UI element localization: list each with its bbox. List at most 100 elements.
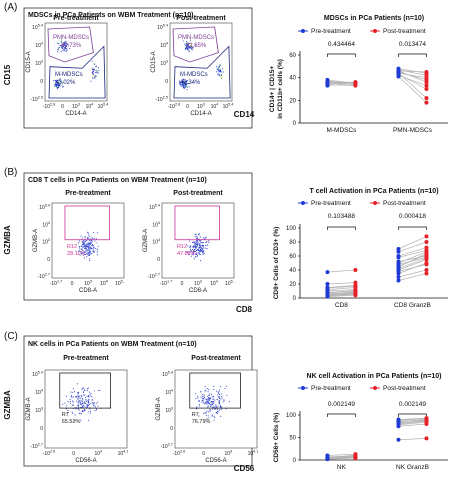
flow-event-dot — [63, 44, 65, 46]
flow-event-dot — [86, 253, 88, 255]
flow-event-dot — [90, 242, 92, 244]
flow-event-dot — [181, 83, 183, 85]
flow-event-dot — [80, 406, 82, 408]
flow-event-dot — [55, 79, 57, 81]
flow-event-dot — [97, 67, 100, 69]
flow-event-dot — [91, 237, 93, 239]
flow-event-dot — [219, 65, 221, 67]
flow-event-dot — [218, 409, 221, 411]
flow-event-dot — [83, 253, 85, 256]
flow-event-dot — [206, 240, 208, 242]
flow-event-dot — [94, 69, 96, 72]
flow-event-dot — [195, 397, 197, 399]
chart-title: MDSCs in PCa Patients (n=10) — [324, 15, 424, 22]
y-axis-label: CD8+ Cells of CD3+ (%) — [273, 227, 280, 300]
paired-line — [327, 456, 356, 459]
panel-letter: (A) — [4, 2, 17, 13]
flow-event-dot — [195, 233, 197, 235]
flow-event-dot — [54, 79, 56, 82]
flow-event-dot — [203, 395, 205, 397]
flow-x-axis-label: CD8-A — [189, 288, 207, 294]
gate-name: R7 — [62, 412, 69, 418]
paired-line — [327, 79, 356, 84]
flow-event-dot — [89, 246, 92, 248]
flow-event-dot — [180, 85, 182, 87]
post-treatment-point — [353, 82, 358, 87]
flow-event-dot — [196, 255, 198, 258]
legend-marker — [301, 386, 305, 390]
category-label: NK — [337, 464, 347, 471]
flow-event-dot — [206, 398, 208, 400]
paired-line — [327, 289, 356, 292]
flow-event-dot — [185, 80, 187, 82]
flow-event-dot — [185, 40, 188, 43]
flow-event-dot — [77, 402, 79, 404]
flow-event-dot — [182, 78, 184, 80]
flow-panel-box — [23, 172, 253, 301]
paired-line — [398, 421, 427, 426]
flow-event-dot — [209, 405, 211, 407]
flow-event-dot — [86, 245, 88, 247]
flow-y-axis-label: GZMB-A — [143, 229, 149, 252]
tick-label: 0 — [47, 257, 50, 263]
flow-event-dot — [57, 86, 59, 88]
flow-event-dot — [57, 84, 59, 86]
flow-event-dot — [201, 399, 203, 401]
flow-event-dot — [178, 80, 180, 82]
flow-y-axis-label: CD15-A — [26, 51, 32, 72]
flow-event-dot — [92, 77, 94, 79]
chart-title: T cell Activation in PCa Patients (n=10) — [309, 188, 438, 195]
flow-x-axis-label: CD14-A — [190, 111, 211, 117]
flow-event-dot — [88, 242, 90, 245]
flow-panel-1: (B) CD8 T cells in PCa Patients on WBM Tr… — [3, 167, 253, 314]
flow-event-dot — [58, 47, 60, 49]
flow-event-dot — [211, 404, 213, 406]
pre-treatment-point — [325, 291, 330, 296]
flow-event-dot — [62, 403, 64, 405]
flow-event-dot — [65, 43, 67, 45]
flow-event-dot — [203, 249, 205, 251]
flow-y-axis-label: GZMB-A — [26, 397, 32, 420]
flow-event-dot — [83, 240, 85, 242]
flow-event-dot — [209, 393, 211, 395]
paired-line — [327, 457, 356, 460]
flow-event-dot — [83, 387, 85, 389]
flow-event-dot — [76, 400, 78, 402]
flow-panel-2: (C) NK cells in PCa Patients on WBM Treat… — [3, 331, 258, 473]
flow-event-dot — [82, 252, 84, 254]
flow-event-dot — [220, 75, 222, 77]
paired-line — [398, 423, 427, 427]
flow-event-dot — [53, 80, 55, 82]
flow-event-dot — [59, 85, 61, 87]
flow-event-dot — [78, 240, 80, 242]
flow-event-dot — [202, 394, 204, 396]
flow-event-dot — [196, 235, 198, 237]
tick-label: -101.7 — [160, 280, 173, 288]
pre-treatment-point — [325, 455, 330, 460]
paired-chart-2: NK cell Activation in PCa Patients (n=10… — [273, 373, 448, 471]
flow-event-dot — [187, 44, 189, 46]
flow-event-dot — [60, 51, 62, 53]
flow-event-dot — [221, 393, 223, 395]
flow-event-dot — [206, 410, 208, 412]
flow-event-dot — [82, 406, 84, 408]
flow-event-dot — [219, 394, 221, 396]
flow-event-dot — [78, 398, 80, 400]
flow-event-dot — [218, 392, 220, 395]
flow-event-dot — [185, 46, 187, 48]
tick-label: 0 — [186, 104, 189, 110]
flow-event-dot — [191, 249, 194, 251]
flow-panel-title: CD8 T cells in PCa Patients on WBM Treat… — [28, 177, 207, 184]
legend-label: Pre-treatment — [311, 385, 351, 392]
flow-event-dot — [212, 398, 214, 400]
flow-event-dot — [185, 43, 187, 45]
legend-label: Pre-treatment — [311, 200, 351, 207]
flow-event-dot — [207, 244, 209, 246]
tick-label: -102.7 — [160, 443, 173, 451]
flow-event-dot — [206, 418, 208, 420]
flow-event-dot — [89, 235, 91, 237]
flow-event-dot — [190, 43, 192, 45]
flow-event-dot — [78, 245, 80, 248]
pre-treatment-label: Pre-treatment — [53, 15, 99, 22]
flow-event-dot — [62, 46, 64, 48]
